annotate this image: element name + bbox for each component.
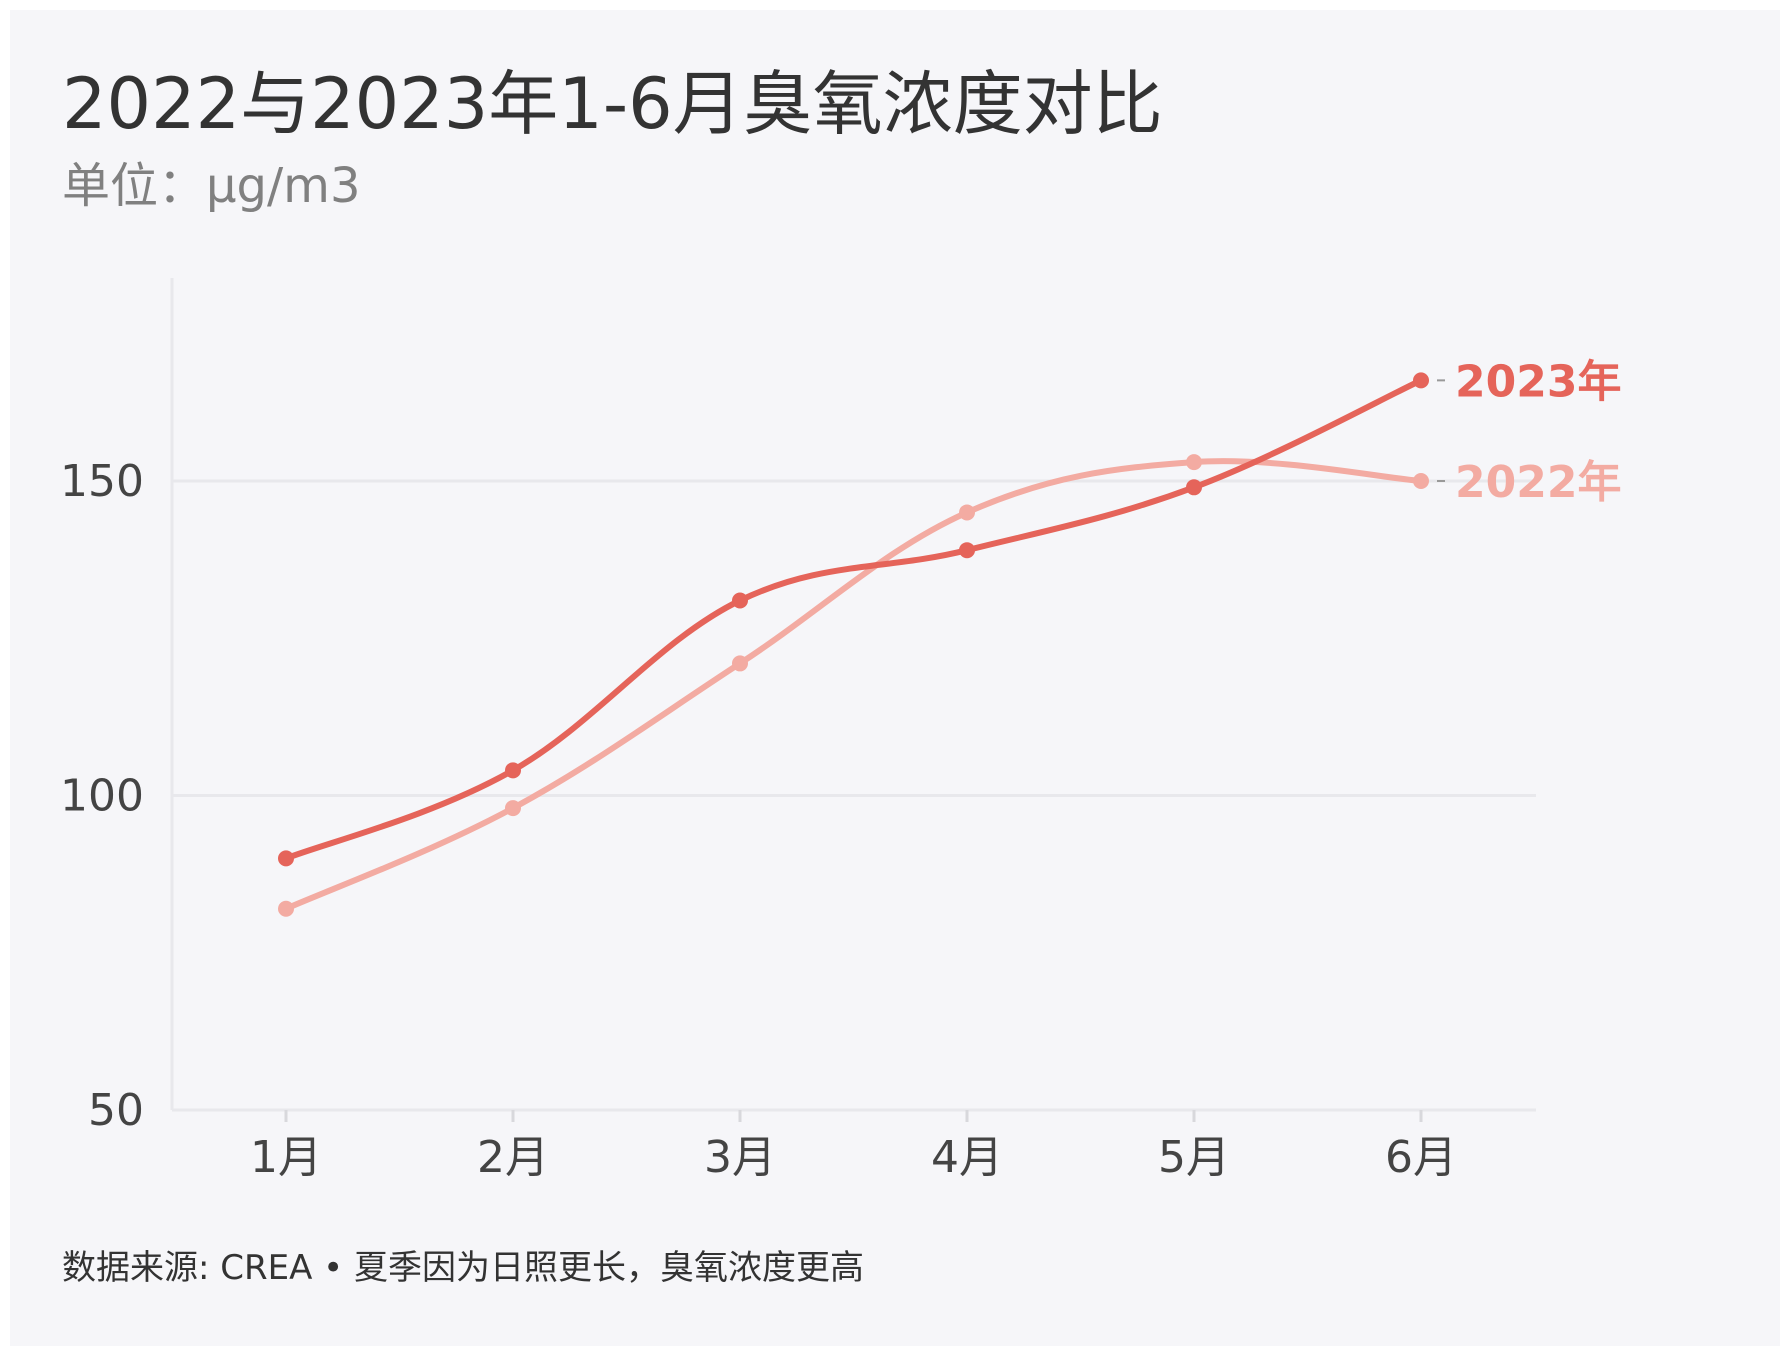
x-tick-label: 6月 — [1385, 1132, 1457, 1183]
x-tick-label: 1月 — [250, 1132, 322, 1183]
series-end-label: 2023年 — [1455, 356, 1621, 407]
x-tick-label: 2月 — [477, 1132, 549, 1183]
data-point — [732, 655, 748, 672]
chart-card — [10, 10, 1780, 1346]
data-point — [278, 900, 294, 917]
data-point — [959, 542, 975, 559]
source-note: 数据来源: CREA • 夏季因为日照更长，臭氧浓度更高 — [62, 1248, 865, 1288]
data-point — [1186, 454, 1202, 471]
series-line-2023年 — [283, 377, 1424, 862]
x-tick-label: 3月 — [704, 1132, 776, 1183]
y-tick-label: 100 — [60, 771, 144, 822]
chart-title: 2022与2023年1-6月臭氧浓度对比 — [62, 63, 1163, 145]
data-point — [959, 504, 975, 521]
x-tick-label: 5月 — [1158, 1132, 1230, 1183]
data-point — [505, 762, 521, 779]
data-point — [732, 592, 748, 609]
y-tick-label: 50 — [88, 1085, 144, 1136]
x-tick-label: 4月 — [931, 1132, 1003, 1183]
series-line-2022年 — [283, 458, 1424, 912]
data-point — [1413, 473, 1429, 489]
series-end-label: 2022年 — [1455, 457, 1621, 508]
data-point — [1413, 372, 1429, 389]
data-point — [1186, 479, 1202, 496]
chart-subtitle: 单位：μg/m3 — [62, 158, 361, 214]
data-point — [505, 800, 521, 817]
data-point — [278, 850, 294, 867]
y-tick-label: 150 — [60, 456, 144, 507]
